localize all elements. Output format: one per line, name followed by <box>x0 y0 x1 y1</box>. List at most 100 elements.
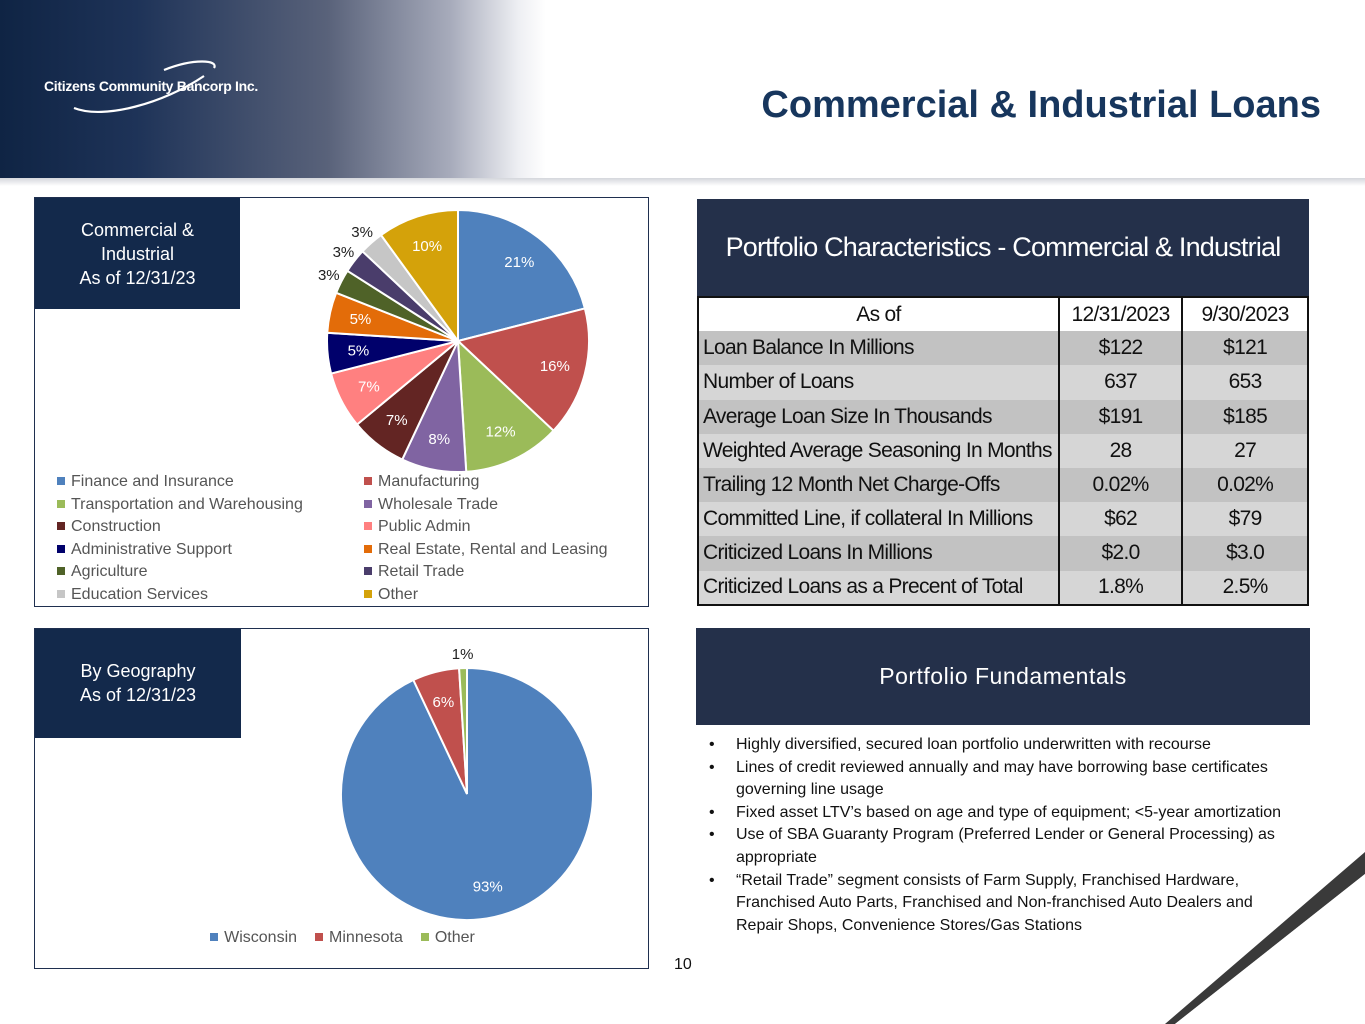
fundamentals-list: Highly diversified, secured loan portfol… <box>706 734 1296 937</box>
cell-current: $2.0 <box>1057 536 1184 571</box>
column-header: As of <box>697 295 1060 332</box>
cell-current: 1.8% <box>1057 570 1184 606</box>
legend-item: Other <box>364 586 418 604</box>
table-row: Committed Line, if collateral In Million… <box>697 502 1309 537</box>
legend-item: Minnesota <box>315 929 403 946</box>
slice-data-label: 10% <box>412 238 442 255</box>
row-label: Loan Balance In Millions <box>697 331 1060 366</box>
row-label: Criticized Loans as a Precent of Total <box>697 570 1060 606</box>
legend-item: Transportation and Warehousing <box>57 496 303 514</box>
pie-slice <box>457 208 587 343</box>
pie-slice <box>455 307 590 433</box>
cell-current: 0.02% <box>1057 467 1184 503</box>
geography-chart-panel: By Geography As of 12/31/23 93% 6% 1% Wisc… <box>34 628 649 969</box>
legend-label: Education Services <box>71 585 208 603</box>
slice-data-label: 7% <box>358 378 380 395</box>
legend-swatch <box>364 567 372 575</box>
legend-label: Other <box>434 929 475 946</box>
slice-data-label: 7% <box>386 412 408 429</box>
fundamentals-title: Portfolio Fundamentals <box>696 628 1310 725</box>
legend-label: Retail Trade <box>378 563 465 580</box>
legend-label: Transportation and Warehousing <box>71 495 303 513</box>
legend-swatch <box>57 499 65 508</box>
list-item: “Retail Trade” segment consists of Farm … <box>706 870 1296 938</box>
page-title: Commercial & Industrial Loans <box>761 84 1321 126</box>
slice-data-label: 93% <box>473 879 503 896</box>
slice-data-label: 3% <box>318 267 340 284</box>
page-number: 10 <box>674 956 692 973</box>
slice-data-label: 8% <box>428 431 450 448</box>
row-label: Average Loan Size In Thousands <box>697 399 1060 434</box>
legend-swatch <box>57 522 65 530</box>
legend-label: Other <box>378 585 419 603</box>
legend-item: Finance and Insurance <box>57 473 234 491</box>
legend-label: Wholesale Trade <box>378 495 499 513</box>
label-line: Commercial & <box>80 220 195 240</box>
legend-item: Real Estate, Rental and Leasing <box>364 541 607 559</box>
industry-legend: Finance and Insurance Manufacturing Transp… <box>57 473 647 603</box>
cell-prior: 27 <box>1181 433 1309 468</box>
portfolio-table-title: Portfolio Characteristics - Commercial &… <box>697 199 1309 296</box>
label-line: Industrial <box>100 244 175 264</box>
legend-swatch <box>57 589 65 598</box>
corner-decoration <box>1165 824 1365 1024</box>
legend-swatch <box>364 499 372 508</box>
legend-swatch <box>57 544 65 553</box>
legend-swatch <box>364 522 372 530</box>
table-header-row: As of 12/31/2023 9/30/2023 <box>697 295 1309 332</box>
geography-panel-label: By Geography As of 12/31/23 <box>35 629 241 738</box>
legend-item: Retail Trade <box>364 563 464 581</box>
table-row: Weighted Average Seasoning In Months 28 27 <box>697 433 1309 468</box>
header-banner <box>0 0 1365 180</box>
slice-data-label: 5% <box>350 311 372 328</box>
table-row: Loan Balance In Millions $122 $121 <box>697 331 1309 366</box>
list-item: Fixed asset LTV’s based on age and type … <box>706 802 1296 825</box>
table-row: Number of Loans 637 653 <box>697 365 1309 400</box>
list-item: Lines of credit reviewed annually and ma… <box>706 757 1296 802</box>
cell-current: $122 <box>1057 331 1184 366</box>
cell-current: $62 <box>1057 502 1184 537</box>
pie-slice <box>456 338 555 473</box>
legend-item: Other <box>420 929 475 946</box>
slice-data-label: 12% <box>486 423 516 440</box>
table-row: Criticized Loans as a Precent of Total 1.… <box>697 570 1309 606</box>
legend-label: Minnesota <box>329 929 403 946</box>
portfolio-characteristics: Portfolio Characteristics - Commercial &… <box>697 199 1309 606</box>
cell-prior: $79 <box>1181 502 1309 537</box>
legend-label: Administrative Support <box>71 540 232 558</box>
cell-prior: 653 <box>1181 365 1309 400</box>
cell-prior: 0.02% <box>1181 467 1309 503</box>
legend-item: Education Services <box>57 586 208 604</box>
company-logo: Citizens Community Bancorp Inc. <box>44 58 284 120</box>
legend-swatch <box>315 933 324 941</box>
legend-swatch <box>364 544 372 553</box>
legend-label: Wisconsin <box>224 929 298 946</box>
row-label: Weighted Average Seasoning In Months <box>697 433 1060 468</box>
table-row: Criticized Loans In Millions $2.0 $3.0 <box>697 536 1309 571</box>
slice-data-label: 6% <box>433 694 455 711</box>
cell-prior: 2.5% <box>1181 570 1309 606</box>
slice-data-label: 5% <box>348 342 370 359</box>
cell-prior: $185 <box>1181 399 1309 434</box>
label-line: As of 12/31/23 <box>79 268 196 288</box>
legend-label: Real Estate, Rental and Leasing <box>378 540 608 558</box>
row-label: Criticized Loans In Millions <box>697 536 1060 571</box>
legend-swatch <box>364 589 372 598</box>
legend-label: Construction <box>71 518 161 535</box>
legend-item: Manufacturing <box>364 473 479 491</box>
slice-data-label: 1% <box>452 646 474 663</box>
legend-item: Public Admin <box>364 518 471 536</box>
legend-item: Construction <box>57 518 161 536</box>
legend-swatch <box>57 477 65 485</box>
geography-pie-chart: 93% 6% 1% <box>340 646 594 921</box>
legend-swatch <box>210 933 219 941</box>
column-header: 12/31/2023 <box>1057 295 1184 332</box>
slice-data-label: 3% <box>351 224 373 241</box>
cell-current: $191 <box>1057 399 1184 434</box>
table-row: Average Loan Size In Thousands $191 $185 <box>697 399 1309 434</box>
label-line: By Geography <box>80 661 196 681</box>
row-label: Trailing 12 Month Net Charge-Offs <box>697 467 1060 503</box>
cell-prior: $3.0 <box>1181 536 1309 571</box>
legend-swatch <box>420 933 429 941</box>
header-shadow <box>0 178 1365 186</box>
